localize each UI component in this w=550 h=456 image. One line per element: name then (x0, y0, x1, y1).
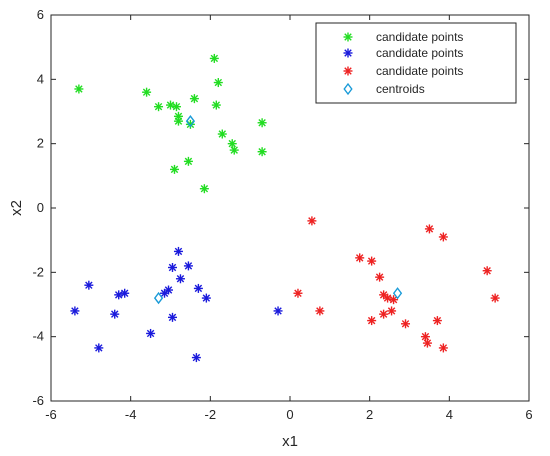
legend-symbol-blue (343, 48, 353, 58)
blue-point (191, 353, 201, 363)
blue-point (173, 246, 183, 256)
blue-point (273, 306, 283, 316)
legend: candidate points candidate points candid… (315, 22, 517, 104)
green-point (173, 116, 183, 126)
red-point (387, 306, 397, 316)
legend-symbol-green (343, 32, 353, 42)
red-point (422, 338, 432, 348)
blue-point (193, 283, 203, 293)
x-tick-label: -4 (125, 407, 137, 422)
x-axis-label: x1 (282, 433, 298, 450)
blue-point (167, 263, 177, 273)
blue-point (201, 293, 211, 303)
x-tick-label: 6 (525, 407, 532, 422)
green-point (217, 129, 227, 139)
blue-point (146, 328, 156, 338)
blue-point (110, 309, 120, 319)
blue-point (183, 261, 193, 271)
red-point (438, 232, 448, 242)
y-tick-label: -6 (32, 393, 44, 408)
legend-symbol-red (343, 66, 353, 76)
red-point (367, 256, 377, 266)
red-point (315, 306, 325, 316)
green-point (229, 145, 239, 155)
red-point (490, 293, 500, 303)
green-point (257, 147, 267, 157)
legend-symbol-centroids (343, 82, 353, 96)
green-point (166, 100, 175, 110)
red-point (482, 266, 492, 276)
red-point (367, 316, 377, 326)
blue-point (120, 288, 130, 298)
legend-label-red: candidate points (376, 64, 463, 78)
green-point (227, 139, 237, 149)
blue-point (84, 280, 94, 290)
blue-point (94, 343, 104, 353)
x-tick-label: -6 (45, 407, 57, 422)
red-point (420, 332, 430, 342)
y-tick-label: -4 (32, 329, 44, 344)
red-point (307, 216, 317, 226)
centroid-marker (153, 291, 164, 305)
centroid-marker (185, 114, 196, 128)
y-tick-label: 6 (37, 7, 44, 22)
green-point (183, 156, 193, 166)
x-tick-label: 4 (446, 407, 453, 422)
centroid-marker (392, 287, 403, 300)
red-point (424, 224, 434, 234)
y-tick-label: 4 (37, 71, 44, 86)
legend-label-centroids: centroids (376, 82, 425, 96)
green-point (189, 94, 199, 104)
blue-point (114, 290, 124, 300)
blue-point (70, 306, 80, 316)
green-point (74, 84, 84, 94)
x-tick-label: 2 (366, 407, 373, 422)
legend-symbols (343, 32, 353, 96)
green-point (199, 184, 209, 194)
green-point (211, 100, 221, 110)
red-point (438, 343, 448, 353)
green-point (142, 87, 152, 97)
green-point (257, 118, 267, 128)
red-point (375, 272, 385, 282)
x-tick-label: -2 (205, 407, 217, 422)
green-point (213, 78, 223, 88)
data-points (70, 53, 500, 363)
red-point (379, 309, 389, 319)
red-point (389, 295, 399, 305)
red-point (383, 293, 393, 303)
y-tick-label: 2 (37, 136, 44, 151)
y-tick-label: -2 (32, 264, 44, 279)
y-tick-label: 0 (37, 200, 44, 215)
red-point (401, 319, 411, 329)
legend-label-blue: candidate points (376, 46, 463, 60)
green-point (171, 102, 181, 112)
red-point (432, 316, 442, 326)
y-axis-label: x2 (8, 200, 25, 216)
legend-label-green: candidate points (376, 30, 463, 44)
green-point (154, 102, 164, 112)
red-point (355, 253, 365, 263)
blue-point (175, 274, 185, 284)
x-tick-label: 0 (286, 407, 293, 422)
axis-ticks: -6 -4 -2 0 2 4 6 -6 -4 -2 0 2 4 6 (32, 7, 532, 422)
blue-point (164, 285, 174, 295)
blue-point (167, 312, 177, 322)
red-point (293, 288, 303, 298)
green-point (209, 53, 219, 63)
green-point (169, 164, 179, 174)
